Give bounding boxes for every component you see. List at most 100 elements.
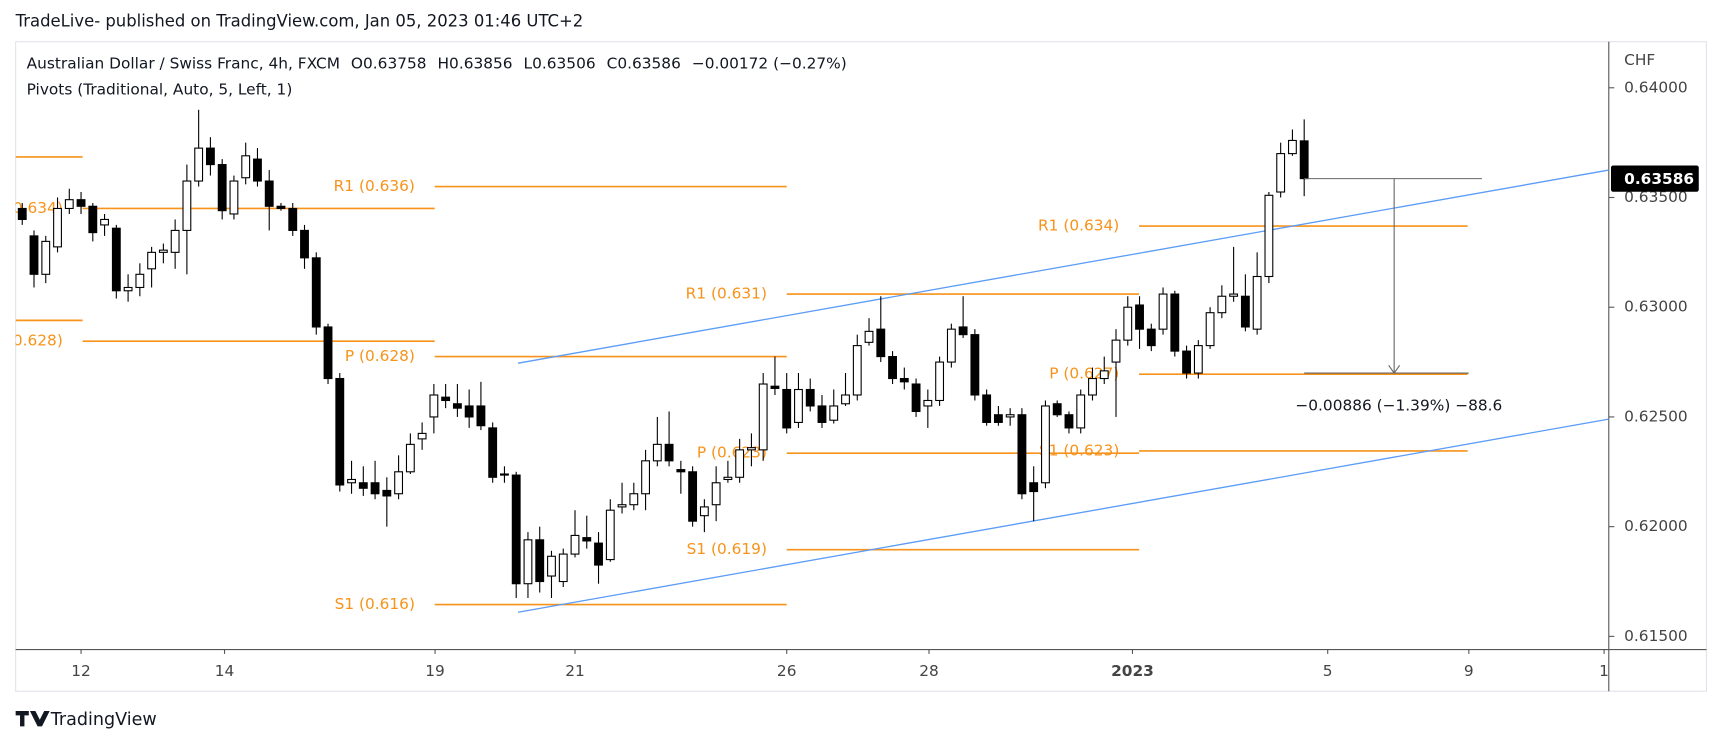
candle-body — [758, 383, 768, 451]
candle-body — [205, 147, 215, 166]
logo-mark — [15, 710, 50, 727]
pivot-label: P (0.628) — [0, 332, 63, 350]
y-tick-label: 0.63500 — [1624, 188, 1688, 206]
candle-body — [1076, 394, 1086, 429]
x-tick-label: 9 — [1464, 662, 1474, 680]
ohlc-value: 0.63506 — [532, 54, 596, 72]
candle-body — [17, 207, 27, 220]
last-price-tag — [1610, 165, 1699, 192]
candle-body — [264, 180, 274, 207]
candle-body — [723, 476, 733, 481]
candle-body — [1299, 140, 1309, 180]
candle-body — [394, 471, 404, 495]
candle-body — [1170, 293, 1180, 352]
candle-body — [735, 449, 745, 478]
candle-body — [1146, 328, 1156, 347]
candle-body — [347, 478, 356, 484]
candle-body — [888, 356, 897, 380]
candle-body — [1005, 414, 1015, 418]
candle-body — [241, 155, 251, 179]
candle-body — [664, 443, 674, 462]
pivot-label: R1 (0.634) — [1038, 217, 1119, 235]
candle-body — [899, 377, 909, 383]
candle-body — [135, 273, 145, 289]
candle-body — [217, 164, 227, 212]
ohlc-value: 0.63856 — [449, 54, 513, 72]
trend-line — [517, 418, 1609, 613]
candle-body — [935, 361, 945, 402]
candle-body — [852, 345, 862, 396]
x-tick-label: 14 — [215, 662, 235, 680]
candle-body — [782, 388, 792, 429]
candle-body — [911, 383, 921, 412]
candle-body — [652, 443, 662, 462]
candle-body — [841, 394, 850, 405]
ohlc-label: C — [607, 54, 618, 72]
ohlc-label: H — [438, 54, 450, 72]
overlay: 0.61500 0.62000 0.62500 0.63000 0.63500 0.640… — [71, 78, 1699, 680]
candle-body — [405, 443, 415, 473]
candle-body — [794, 388, 803, 423]
candle-body — [605, 509, 615, 561]
candle-body — [382, 489, 392, 497]
symbol-legend: Australian Dollar / Swiss Franc, 4h, FXC… — [27, 54, 847, 72]
trend-line — [517, 169, 1609, 364]
symbol-title: Australian Dollar / Swiss Franc, 4h, FXC… — [27, 54, 340, 72]
candle-body — [488, 427, 498, 478]
candle-body — [711, 482, 721, 506]
candle-body — [1205, 312, 1215, 347]
candle-body — [1123, 306, 1133, 341]
candle-body — [452, 403, 462, 409]
candle-body — [41, 240, 51, 275]
ohlc-value: 0.63758 — [363, 54, 427, 72]
candle-body — [946, 328, 956, 363]
pivot-label: R1 (0.631) — [686, 285, 767, 303]
candle-body — [323, 326, 333, 380]
y-tick-label: 0.62000 — [1624, 517, 1688, 535]
candle-body — [558, 553, 568, 583]
x-tick-label: 1 — [1599, 662, 1609, 680]
candle-body — [641, 460, 651, 495]
candle-body — [582, 537, 592, 542]
chart-frame — [15, 41, 1707, 692]
candle-body — [1240, 295, 1250, 328]
candle-body — [617, 504, 627, 508]
candle-body — [1135, 304, 1144, 330]
candle-body — [829, 405, 839, 421]
change: −0.00172 (−0.27%) — [692, 54, 847, 72]
candle-body — [1182, 350, 1192, 374]
indicator-legend: Pivots (Traditional, Auto, 5, Left, 1) — [27, 80, 293, 98]
candle-body — [676, 469, 686, 473]
candle-body — [229, 180, 239, 215]
y-axis-label: CHF — [1624, 51, 1655, 69]
pivot-label: P (0.627) — [1049, 365, 1119, 383]
y-tick-label: 0.64000 — [1624, 78, 1688, 96]
candle-body — [1052, 403, 1062, 416]
pivot-label: S1 (0.619) — [687, 540, 767, 558]
candle-body — [441, 396, 451, 402]
candle-body — [1264, 194, 1274, 278]
x-tick-label: 26 — [777, 662, 797, 680]
candle-body — [500, 473, 509, 476]
x-tick-label: 21 — [565, 662, 585, 680]
candle-body — [370, 482, 380, 495]
candle-body — [158, 249, 168, 253]
candle-body — [1111, 339, 1121, 363]
candle-body — [88, 205, 98, 234]
pivot-label: S1 (0.616) — [335, 595, 415, 613]
last-price-label: 0.63586 — [1624, 170, 1694, 188]
y-tick-label: 0.61500 — [1624, 627, 1688, 645]
candle-body — [358, 482, 368, 489]
candle-body — [311, 257, 321, 328]
candle-body — [476, 405, 486, 427]
ohlc-label: L — [524, 54, 533, 72]
candle-body — [594, 542, 603, 566]
candle-body — [805, 388, 815, 407]
candle-body — [1088, 377, 1097, 396]
candle-body — [464, 405, 474, 418]
pivot-label: R1 (0.636) — [334, 177, 415, 195]
candle-body — [100, 218, 109, 226]
y-tick-label: 0.63000 — [1624, 298, 1688, 316]
candle-body — [53, 207, 62, 248]
